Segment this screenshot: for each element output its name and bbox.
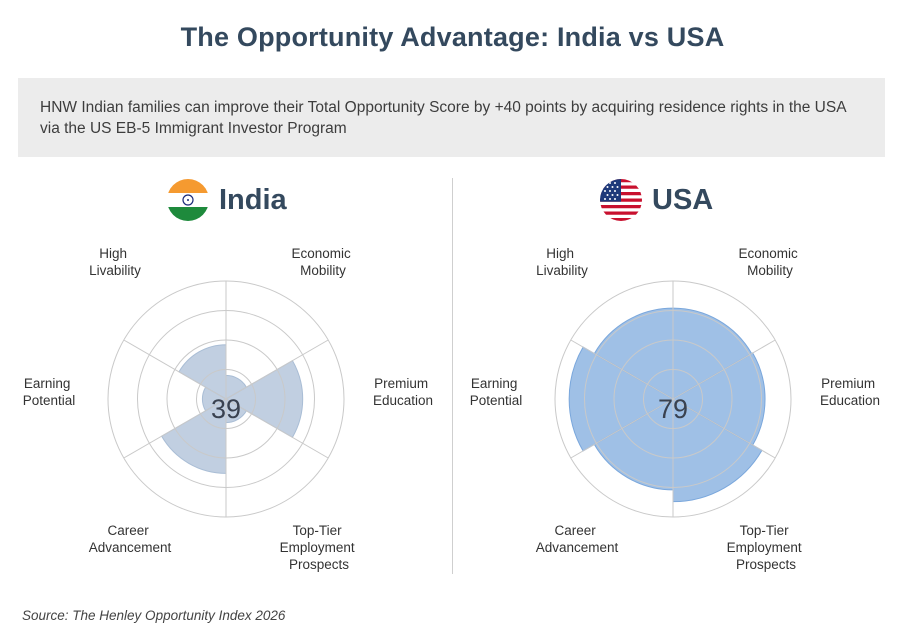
india-axis-labels: Economic Mobility Premium Education Top-… xyxy=(23,246,433,572)
panel-divider xyxy=(452,178,453,574)
usa-sector-high-livability xyxy=(593,307,674,400)
usa-spoke-6 xyxy=(570,339,674,400)
page-title: The Opportunity Advantage: India vs USA xyxy=(180,22,725,52)
usa-label-economic-mobility: Economic Mobility xyxy=(738,246,801,278)
india-spoke-2 xyxy=(225,339,329,400)
usa-flag-icon xyxy=(600,179,642,221)
india-label-economic-mobility: Economic Mobility xyxy=(291,246,354,278)
source-note: Source: The Henley Opportunity Index 202… xyxy=(22,608,286,623)
usa-spoke-2 xyxy=(672,339,776,400)
india-country-name: India xyxy=(219,183,287,216)
usa-axis-labels: Economic Mobility Premium Education Top-… xyxy=(470,246,880,572)
usa-grid xyxy=(554,280,792,518)
india-grid xyxy=(107,280,345,518)
india-total-score: 39 xyxy=(211,394,241,424)
usa-label-high-livability: High Livability xyxy=(536,246,588,278)
usa-sector-premium-education xyxy=(671,352,766,446)
india-flag-icon xyxy=(167,179,209,221)
india-polar-chart: 39 Economic Mobility Premium Education T… xyxy=(23,246,433,572)
usa-label-top-tier-employment: Top-Tier Employment Prospects xyxy=(727,523,806,572)
india-label-earning-potential: Earning Potential xyxy=(23,376,76,408)
usa-label-premium-education: Premium Education xyxy=(820,376,880,408)
usa-spoke-5 xyxy=(570,398,674,459)
india-sector-high-livability xyxy=(178,344,227,400)
usa-country-name: USA xyxy=(652,183,714,216)
usa-sector-career-advancement xyxy=(593,398,674,491)
usa-sector-economic-mobility xyxy=(672,307,753,400)
india-spoke-5 xyxy=(123,398,227,459)
india-label-top-tier-employment: Top-Tier Employment Prospects xyxy=(280,523,359,572)
summary-banner: HNW Indian families can improve their To… xyxy=(18,78,885,157)
india-sectors xyxy=(160,344,304,474)
india-header: India xyxy=(167,178,287,222)
usa-label-career-advancement: Career Advancement xyxy=(536,523,619,555)
usa-polar-chart: 79 Economic Mobility Premium Education T… xyxy=(470,246,880,572)
india-label-high-livability: High Livability xyxy=(89,246,141,278)
india-label-premium-education: Premium Education xyxy=(373,376,433,408)
usa-total-score: 79 xyxy=(658,394,688,424)
india-label-career-advancement: Career Advancement xyxy=(89,523,172,555)
india-sector-career-advancement xyxy=(160,398,227,474)
india-spoke-3 xyxy=(225,398,329,459)
usa-sector-earning-potential xyxy=(568,346,675,452)
usa-spoke-3 xyxy=(672,398,776,459)
india-sector-premium-education xyxy=(225,359,304,439)
india-spoke-6 xyxy=(123,339,227,400)
usa-sectors xyxy=(568,307,766,503)
usa-header: USA xyxy=(600,178,713,222)
usa-sector-top-tier-employment-prospects xyxy=(672,398,763,503)
usa-label-earning-potential: Earning Potential xyxy=(470,376,523,408)
